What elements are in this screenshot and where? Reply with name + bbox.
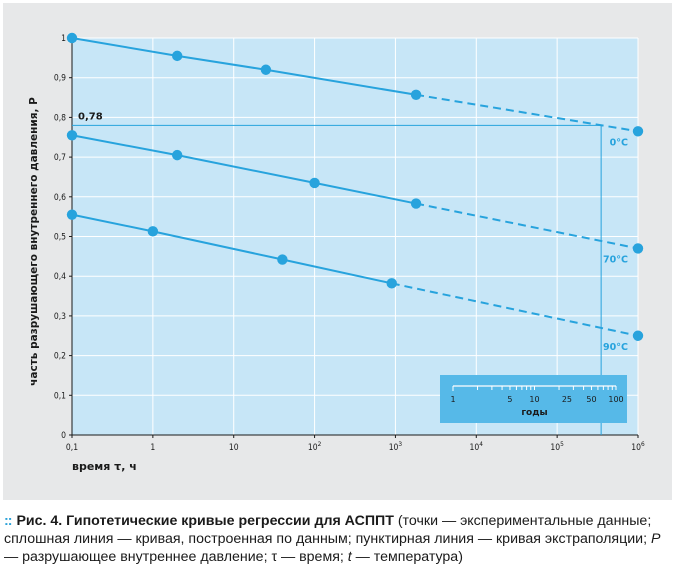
figure-caption: :: Рис. 4. Гипотетические кривые регресси…	[4, 512, 671, 566]
data-point	[66, 209, 78, 220]
x-tick-label: 102	[308, 440, 322, 453]
x-axis-label: время τ, ч	[72, 460, 137, 473]
figure-panel: 0 0,1 0,2 0,3 0,4 0,5 0,6 0,7 0,8 0,9 1 0,1 1 10 102 10…	[3, 3, 672, 500]
caption-p-symbol: P	[650, 531, 661, 547]
series-line-extrapolated	[415, 202, 639, 250]
data-point	[632, 243, 644, 254]
data-point	[410, 89, 422, 100]
caption-t-symbol: t	[347, 549, 352, 565]
y-tick-label: 0,5	[54, 233, 66, 243]
y-tick-label: 0,3	[54, 312, 66, 322]
data-point	[386, 278, 397, 289]
data-point	[309, 177, 320, 189]
y-tick-label: 0,9	[54, 74, 66, 84]
y-axis-label: часть разрушающего внутреннего давления,…	[28, 97, 40, 386]
series-line-solid	[71, 37, 417, 96]
y-tick-label: 0,8	[54, 113, 66, 123]
data-point	[632, 126, 644, 137]
caption-text: (точки — экспериментальные данные; сплош…	[4, 513, 652, 547]
y-tick-label: 0	[61, 431, 66, 441]
x-tick-label: 0,1	[66, 443, 78, 453]
caption-t-text: — температура)	[351, 549, 463, 565]
y-tick-label: 0,4	[54, 272, 66, 282]
x-tick-label: 104	[470, 440, 484, 453]
caption-p-text: — разрушающее внутреннее давление;	[4, 549, 272, 565]
caption-dots: ::	[4, 513, 13, 529]
data-point	[66, 130, 78, 141]
series-label: 90°C	[603, 342, 628, 353]
years-scale-tick-label: 5	[507, 395, 512, 404]
y-tick-label: 0,2	[54, 352, 66, 362]
regression-chart: 00,10,20,30,40,50,60,70,80,910,1 1 10 102 10…	[28, 32, 645, 473]
x-tick-label: 1	[150, 443, 155, 453]
data-point	[410, 198, 422, 209]
caption-tau-symbol: τ	[271, 549, 278, 565]
data-point	[171, 50, 183, 62]
years-scale-tick-label: 100	[608, 395, 623, 404]
y-tick-label: 0,6	[54, 193, 66, 203]
x-tick-label: 106	[631, 440, 645, 453]
x-tick-label: 103	[389, 440, 403, 453]
years-scale-box	[440, 375, 627, 423]
series-line-extrapolated	[391, 282, 639, 337]
years-scale-tick-label: 1	[450, 395, 455, 404]
series-line-solid	[71, 134, 417, 205]
y-tick-label: 0,1	[54, 391, 66, 401]
series-label: 70°C	[603, 254, 628, 265]
series-line-solid	[71, 213, 392, 285]
y-tick-label: 0,7	[54, 153, 66, 163]
series-line-extrapolated	[415, 93, 639, 133]
years-scale-label: годы	[521, 408, 547, 418]
x-tick-label: 10	[229, 443, 239, 453]
data-point	[260, 64, 272, 75]
data-point	[277, 254, 288, 265]
years-scale-tick-label: 25	[562, 395, 572, 404]
data-point	[66, 32, 78, 44]
series-label: 0°C	[610, 137, 628, 148]
data-point	[147, 226, 159, 237]
years-scale-tick-label: 50	[586, 395, 596, 404]
years-scale-tick-label: 10	[529, 395, 539, 404]
data-point	[171, 149, 183, 161]
caption-title: Рис. 4. Гипотетические кривые регрессии …	[16, 513, 394, 529]
x-tick-label: 105	[550, 440, 564, 453]
data-point	[632, 330, 644, 341]
caption-tau-text: — время;	[277, 549, 348, 565]
y-tick-label: 1	[61, 34, 66, 44]
reference-label: 0,78	[78, 111, 103, 122]
